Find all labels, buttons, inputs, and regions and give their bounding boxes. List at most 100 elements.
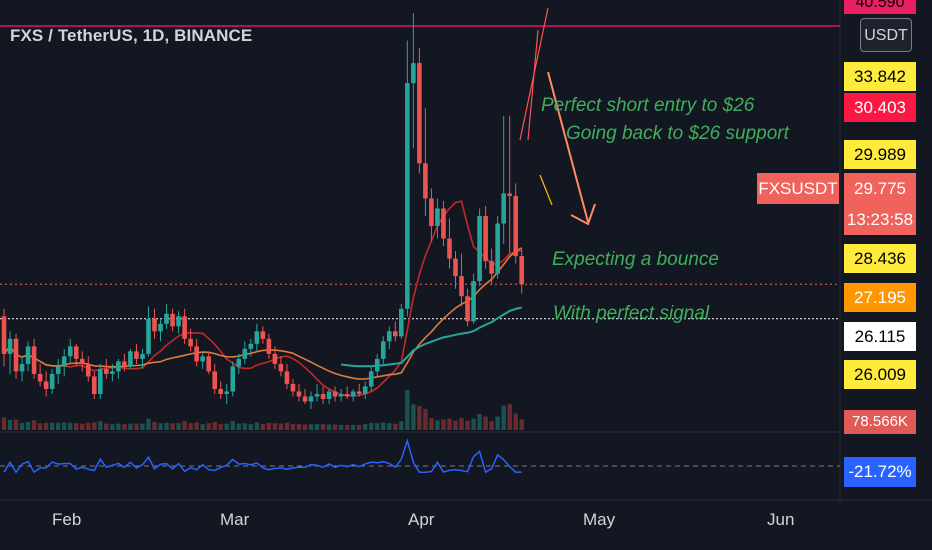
volume-bar (272, 423, 278, 430)
volume-bar (471, 418, 476, 430)
candle-body (236, 358, 242, 367)
volume-bar (302, 424, 308, 430)
candle-body (338, 393, 344, 397)
volume-bar (320, 424, 326, 430)
candle-body (417, 63, 422, 164)
candle-body (182, 316, 187, 339)
candle-body (344, 393, 350, 397)
candle-body (459, 276, 464, 297)
candle-body (326, 391, 332, 399)
candle-body (519, 256, 525, 285)
volume-bar (116, 423, 121, 430)
volume-bar (158, 423, 163, 430)
candle-body (266, 338, 272, 354)
volume-bar (495, 416, 500, 430)
volume-bar (80, 423, 85, 430)
bar-countdown: 13:23:58 (846, 210, 914, 229)
candle-body (224, 391, 230, 394)
candle-body (158, 323, 163, 332)
volume-bar (332, 424, 338, 430)
volume-bar (356, 424, 362, 430)
candle-body (489, 261, 494, 274)
volume-bar (483, 416, 488, 430)
candle-body (477, 216, 482, 282)
price-tag: 30.403 (844, 93, 916, 122)
candle-body (513, 195, 518, 257)
volume-bar (236, 423, 241, 430)
candle-body (320, 393, 326, 399)
candle-body (405, 83, 410, 309)
volume-bar (212, 421, 217, 430)
month-label-may: May (583, 510, 616, 529)
volume-bar (465, 420, 470, 430)
note-going-back: Going back to $26 support (566, 123, 789, 144)
candle-body (13, 338, 19, 372)
top-price-tag: 40.590 (844, 0, 916, 14)
volume-bar (266, 422, 272, 430)
candle-body (278, 363, 284, 372)
candle-body (290, 383, 296, 392)
volume-bar (13, 419, 19, 430)
month-label-apr: Apr (408, 510, 435, 529)
candle-body (170, 313, 175, 327)
volume-bar (134, 423, 139, 430)
volume-bar (176, 423, 181, 430)
candle-body (164, 313, 169, 324)
volume-bar (296, 424, 302, 430)
candle-body (92, 376, 97, 394)
candle-body (441, 208, 446, 239)
candle-body (67, 346, 73, 357)
volume-bar (489, 421, 494, 430)
candle-body (37, 373, 43, 382)
volume-bar (314, 424, 320, 430)
volume-bar (248, 424, 254, 430)
volume-bar (182, 421, 187, 430)
currency-button[interactable]: USDT (860, 18, 912, 52)
volume-bar (55, 422, 61, 430)
candle-body (483, 216, 488, 262)
candle-body (399, 308, 404, 337)
signal-mark (539, 174, 553, 206)
candle-body (296, 391, 302, 397)
candle-body (362, 386, 368, 394)
candle-body (188, 338, 193, 347)
volume-bar (375, 423, 380, 430)
volume-bar (218, 424, 223, 430)
price-tag: 27.195 (844, 283, 916, 312)
month-label-feb: Feb (52, 510, 82, 529)
volume-bar (326, 424, 332, 430)
volume-bar (128, 423, 133, 430)
volume-bar (278, 423, 284, 430)
volume-bar (170, 423, 175, 430)
candle-body (248, 343, 254, 349)
volume-bar (98, 421, 103, 430)
candle-body (140, 353, 145, 359)
candle-body (356, 391, 362, 394)
volume-bar (194, 422, 199, 430)
candle-body (55, 366, 61, 374)
volume-bar (507, 403, 512, 430)
volume-bar (110, 424, 115, 430)
volume-bar (62, 422, 67, 430)
volume-bar (405, 390, 410, 430)
candle-body (110, 371, 115, 374)
candle-body (302, 396, 308, 402)
candle-body (332, 391, 338, 397)
candle-body (43, 381, 49, 389)
volume-bar (435, 420, 440, 430)
volume-bar (350, 424, 356, 430)
candle-body (73, 346, 79, 359)
candle-body (85, 363, 91, 377)
candle-body (61, 356, 67, 367)
candle-body (495, 223, 500, 274)
volume-bar (224, 423, 229, 430)
volume-bar (381, 422, 386, 430)
candle-body (501, 193, 506, 224)
volume-bar (49, 422, 55, 430)
volume-bar (441, 419, 446, 430)
candle-body (386, 331, 392, 342)
volume-bar (74, 423, 79, 430)
volume-bar (242, 423, 247, 430)
